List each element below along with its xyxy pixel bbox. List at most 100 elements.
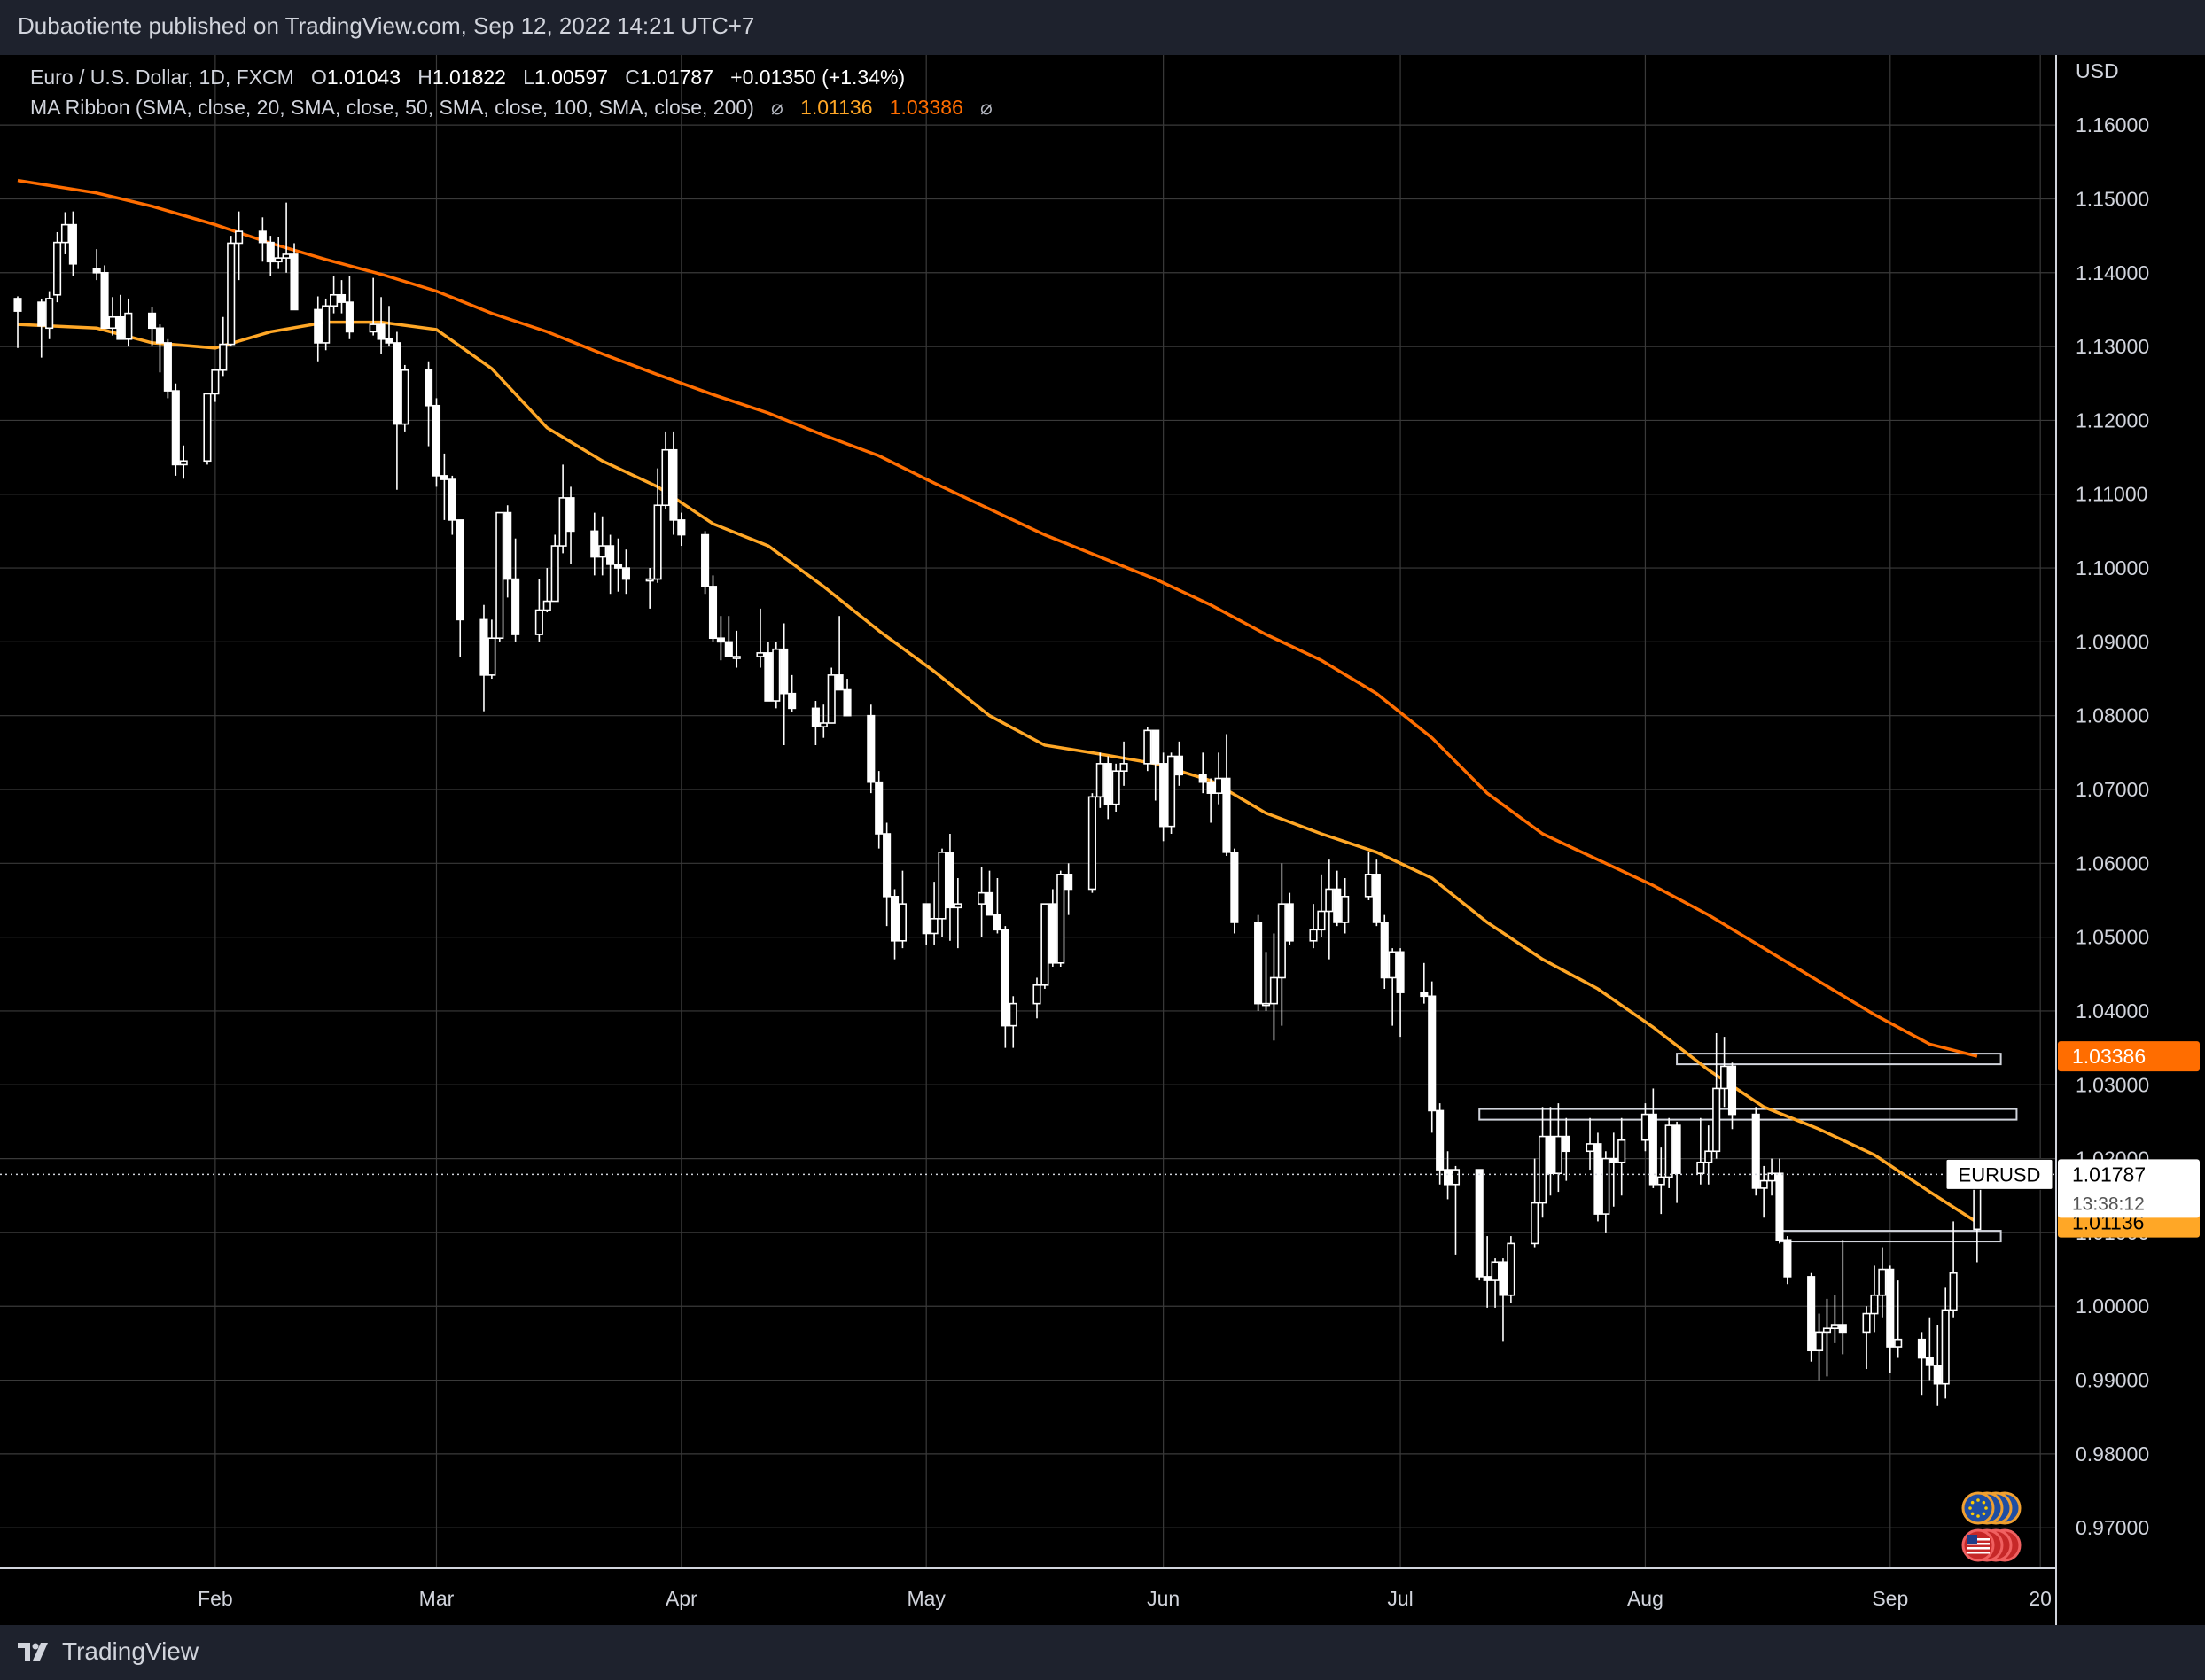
candle-body-up [978,891,986,905]
tradingview-brand: TradingView [62,1637,199,1665]
candle-body-down [724,641,733,657]
candle-body-up [1894,1338,1903,1348]
zone-layer [1478,1053,2018,1243]
candle-body-down [1206,781,1215,794]
candle-body-up [1309,929,1318,942]
us-flag-icon [1961,1528,1995,1562]
candle-body-down [1609,1157,1618,1163]
candle-body-down [479,618,488,676]
candle-body-down [708,586,718,640]
candle-body-down [266,241,275,263]
y-tick-label: 1.04000 [2076,999,2149,1023]
legend-symbol: Euro / U.S. Dollar, 1D, FXCM [30,66,294,89]
candle-body-down [1420,992,1429,998]
candle-body-up [1656,1176,1665,1186]
candle-body-down [883,833,892,898]
candle-body-down [1925,1357,1934,1366]
grid-layer [0,55,2056,1568]
legend-line-indicator[interactable]: MA Ribbon (SMA, close, 20, SMA, close, 5… [30,92,993,122]
candle-body-down [606,545,615,565]
candle-body-up [1009,1002,1017,1027]
candle-body-up [60,223,70,244]
candle-body-down [985,891,994,916]
candle-body-down [780,648,789,695]
candle-body-down [448,478,456,521]
candle-body-up [1364,874,1373,898]
candle-body-up [1815,1331,1824,1352]
x-tick-label: Jul [1387,1587,1413,1610]
tradingview-logo[interactable]: TradingView [18,1636,199,1668]
symbol-label-bg [1945,1158,2053,1190]
price-chart[interactable]: 1.16000 1.15000 1.14000 1.13000 1.12000 1.110… [0,55,2205,1625]
visibility-icon[interactable]: ⌀ [979,96,993,119]
candle-body-down [1917,1338,1926,1359]
x-tick-label: Mar [419,1587,455,1610]
event-flags[interactable] [1961,1491,2022,1562]
ma50-line [17,178,1978,1058]
candle-body-up [1640,1113,1649,1141]
candle-body-down [1727,1065,1737,1116]
candles [0,202,2056,1406]
candle-body-up [1822,1327,1832,1334]
candle-body-up [53,241,62,296]
y-tick-label: 1.05000 [2076,926,2149,949]
candle-body-up [1830,1324,1839,1330]
candle-body-down [377,323,386,340]
candle-body-up [598,545,607,558]
candle-body-down [764,652,773,702]
candle-body-up [1388,951,1397,979]
candle-body-up [211,369,220,395]
flag-star [1968,1506,1972,1510]
candle-body-down [1562,1135,1570,1153]
candle-body-down [613,564,623,569]
y-tick-label: 0.98000 [2076,1443,2149,1466]
candle-body-up [1720,1065,1729,1090]
candle-body-down [1775,1172,1784,1241]
candle-body-up [330,293,339,307]
x-tick-label: 20 [2029,1587,2052,1610]
candle-body-down [1372,874,1381,923]
candle-body-up [179,460,188,466]
candle-body-up [772,648,781,702]
candle-body-up [203,393,212,463]
candle-body-down [1064,874,1073,891]
bar-countdown: 13:38:12 [2072,1194,2145,1214]
candle-body-down [993,914,1001,931]
legend-line-symbol: Euro / U.S. Dollar, 1D, FXCM O1.01043 H1… [30,62,993,92]
candle-body-down [1001,929,1009,1027]
candle-body-up [1032,984,1041,1005]
y-tick-label: 1.15000 [2076,187,2149,210]
candle-body-down [1222,777,1231,853]
y-tick-label: 1.13000 [2076,335,2149,358]
y-tick-label: 1.10000 [2076,556,2149,579]
legend-high-label: H [417,66,432,89]
candle-body-down [68,223,77,265]
candle-body-up [322,305,331,344]
candle-body-up [1531,1202,1539,1245]
candle-body-up [661,448,670,507]
candle-body-down [811,707,820,727]
candle-body-up [1269,976,1278,1005]
candle-body-up [1767,1172,1776,1182]
candle-body-down [1159,763,1168,828]
candle-body-down [337,293,347,303]
candle-body-down [1475,1169,1484,1278]
legend-high: 1.01822 [432,66,506,89]
candle-body-up [1451,1169,1461,1186]
chart-legend: Euro / U.S. Dollar, 1D, FXCM O1.01043 H1… [30,62,993,122]
published-info: Dubaotiente published on TradingView.com… [18,12,755,39]
chart-panel[interactable]: 1.16000 1.15000 1.14000 1.13000 1.12000 1.110… [0,55,2205,1625]
candle-body-down [440,475,448,480]
candle-body-down [1751,1113,1760,1189]
candle-body-up [1870,1294,1879,1315]
candle-body-up [1617,1139,1626,1163]
candle-body-up [1664,1124,1673,1178]
candle-body-up [1087,796,1096,891]
candle-body-up [645,578,654,582]
flag-canton [1967,1535,1977,1544]
visibility-icon[interactable]: ⌀ [771,96,783,119]
ma20-line [17,320,1978,1225]
candle-body-down [1103,763,1112,805]
ma50-price-tag: 1.03386 [2072,1045,2146,1068]
candle-body-up [1586,1143,1594,1153]
